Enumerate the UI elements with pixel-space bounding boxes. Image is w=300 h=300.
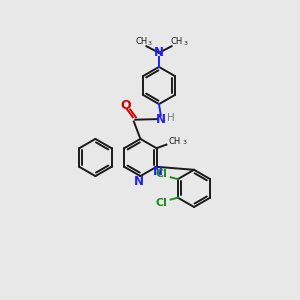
Text: CH: CH [135, 37, 147, 46]
Text: H: H [167, 113, 175, 123]
Text: 3: 3 [182, 140, 186, 145]
Text: N: N [154, 46, 164, 59]
Text: CH: CH [168, 137, 181, 146]
Text: O: O [120, 99, 131, 112]
Text: 3: 3 [148, 41, 152, 46]
Text: Cl: Cl [156, 169, 168, 179]
Text: CH: CH [171, 37, 183, 46]
Text: 3: 3 [183, 41, 188, 46]
Text: N: N [153, 165, 163, 178]
Text: Cl: Cl [156, 198, 168, 208]
Text: N: N [134, 175, 144, 188]
Text: N: N [156, 112, 166, 126]
